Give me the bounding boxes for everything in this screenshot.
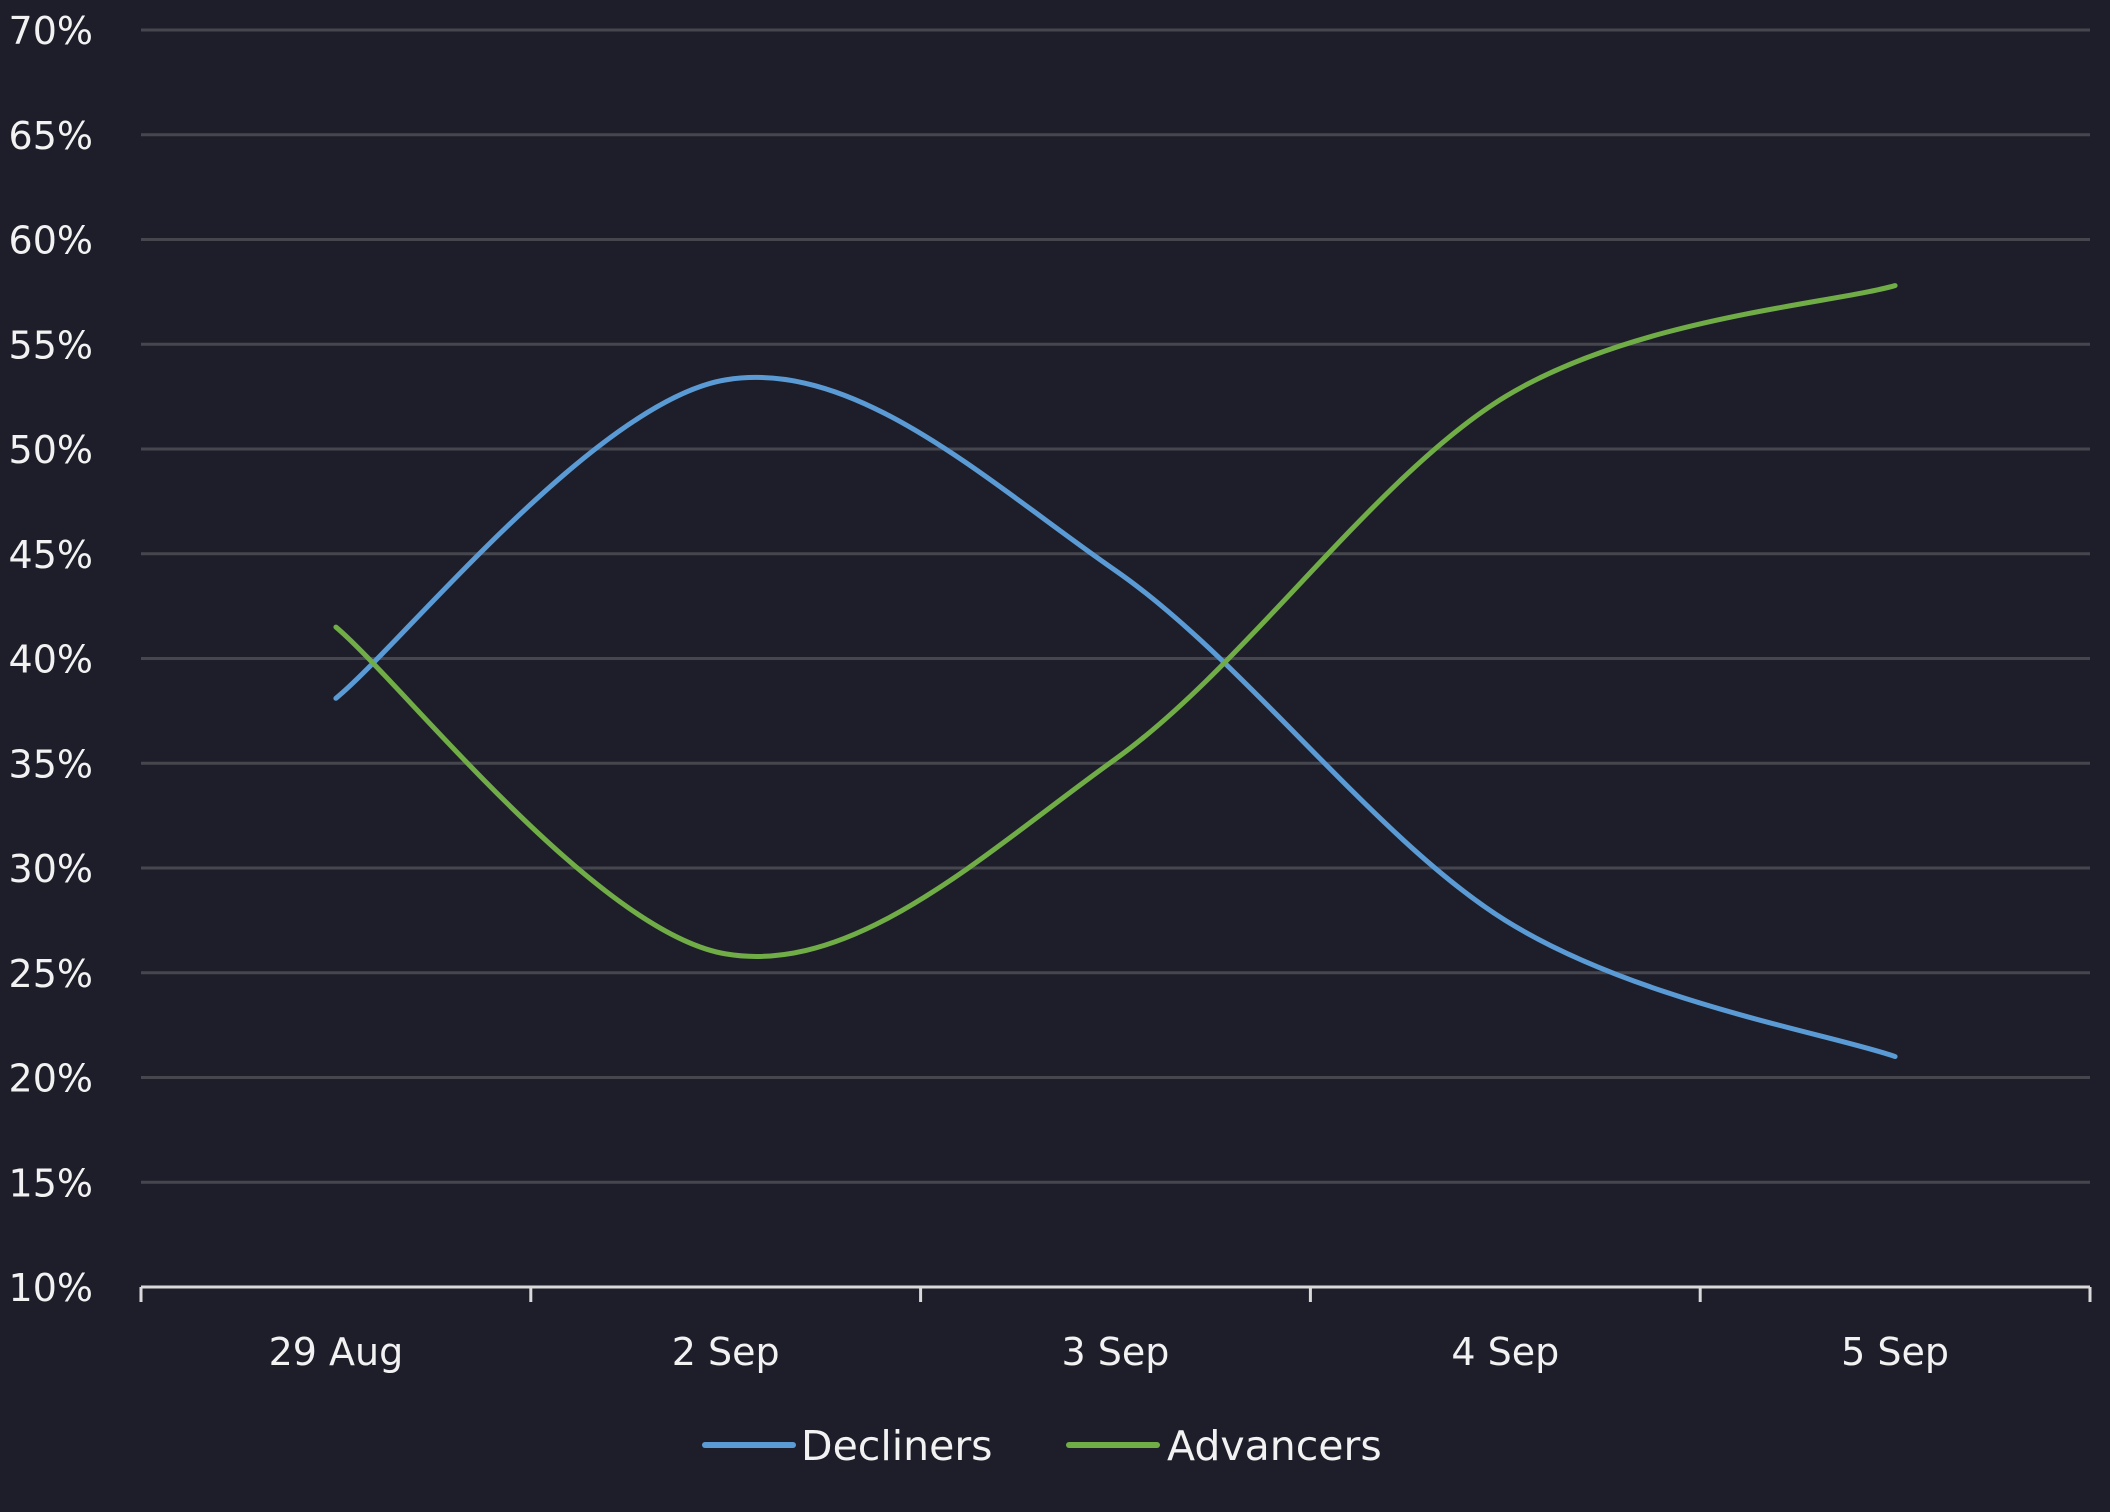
y-tick-label: 30% bbox=[9, 847, 93, 891]
series-line-decliners bbox=[336, 377, 1895, 1056]
y-tick-label: 10% bbox=[9, 1266, 93, 1310]
x-axis-tick-labels: 29 Aug 2 Sep 3 Sep 4 Sep 5 Sep bbox=[269, 1330, 1949, 1374]
y-tick-label: 65% bbox=[9, 114, 93, 158]
legend-label-decliners: Decliners bbox=[801, 1422, 993, 1470]
x-tick-label: 2 Sep bbox=[672, 1330, 780, 1374]
y-tick-label: 20% bbox=[9, 1057, 93, 1101]
y-tick-label: 70% bbox=[9, 9, 93, 53]
x-tick-label: 3 Sep bbox=[1062, 1330, 1170, 1374]
series-lines bbox=[336, 285, 1895, 1056]
y-tick-label: 60% bbox=[9, 219, 93, 263]
x-tick-label: 4 Sep bbox=[1451, 1330, 1559, 1374]
y-tick-label: 55% bbox=[9, 323, 93, 367]
y-tick-label: 40% bbox=[9, 638, 93, 682]
x-tick-label: 5 Sep bbox=[1841, 1330, 1949, 1374]
series-line-advancers bbox=[336, 286, 1895, 957]
y-tick-label: 25% bbox=[9, 952, 93, 996]
y-tick-label: 45% bbox=[9, 533, 93, 577]
y-tick-label: 35% bbox=[9, 742, 93, 786]
x-tick-label: 29 Aug bbox=[269, 1330, 404, 1374]
legend: Decliners Advancers bbox=[705, 1422, 1382, 1470]
x-axis bbox=[141, 1287, 2090, 1302]
y-tick-label: 50% bbox=[9, 428, 93, 472]
legend-label-advancers: Advancers bbox=[1167, 1422, 1382, 1470]
y-axis-tick-labels: 10% 15% 20% 25% 30% 35% 40% 45% 50% 55% 60% 65% 70% bbox=[9, 9, 93, 1310]
y-tick-label: 15% bbox=[9, 1161, 93, 1205]
gridlines bbox=[141, 30, 2090, 1182]
